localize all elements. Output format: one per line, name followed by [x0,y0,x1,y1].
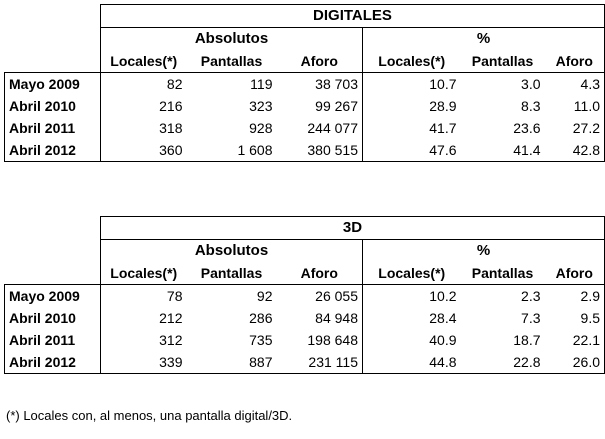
table-cell: 18.7 [513,332,541,348]
table-cell: 27.2 [544,117,605,139]
table-cell: 10.7 [429,76,457,92]
group-header-percent: % [362,239,605,262]
table-cell: 735 [249,332,273,348]
table-cell: 84 948 [276,307,363,329]
row-label: Abril 2011 [4,329,101,351]
table-cell: 360 [100,139,187,162]
table-title: DIGITALES [100,4,605,28]
table-cell: 1 608 [186,139,277,162]
row-label: Abril 2012 [4,351,101,374]
table-cell: 339 [100,351,187,374]
table-cell: 44.8 [362,351,461,374]
row-label: Abril 2012 [4,139,101,162]
column-header: Locales(*) [100,262,187,285]
table-row: Abril 2011 312 735 198 648 40.9 18.7 22.… [4,329,605,351]
table-cell: 323 [249,98,273,114]
column-header: Aforo [544,50,605,73]
table-cell: 286 [249,310,273,326]
table-row: Abril 2010 216 323 99 267 28.9 8.3 11.0 [4,95,605,117]
table-row: Abril 2012 360 1 608 380 515 47.6 41.4 4… [4,139,605,162]
table-cell: 82 [100,72,187,95]
column-header: Pantallas [186,262,277,285]
row-label: Mayo 2009 [4,284,101,307]
table-cell: 2.9 [544,284,605,307]
table-row: Abril 2011 318 928 244 077 41.7 23.6 27.… [4,117,605,139]
table-cell: 198 648 [276,329,363,351]
table-title: 3D [100,216,605,240]
table-cell: 92 [256,288,273,304]
table-cell: 42.8 [544,139,605,162]
row-label: Abril 2010 [4,95,101,117]
table-cell: 40.9 [429,332,457,348]
table-cell: 22.1 [544,329,605,351]
table-cell: 47.6 [362,139,461,162]
table-row: Mayo 2009 78 92 26 055 10.2 2.3 2.9 [4,284,605,307]
table-cell: 28.9 [429,98,457,114]
table-cell: 2.3 [521,288,541,304]
table-cell: 928 [249,120,273,136]
column-header: Locales(*) [100,50,187,73]
footnote: (*) Locales con, al menos, una pantalla … [6,408,293,423]
table-cell: 887 [186,351,277,374]
table-cell: 4.3 [544,72,605,95]
table-cell: 28.4 [429,310,457,326]
table-cell: 78 [100,284,187,307]
column-header: Pantallas [460,262,545,285]
table-digitales: DIGITALES Absolutos % Locales(*) Pantall… [4,4,605,162]
table-cell: 10.2 [429,288,457,304]
row-label: Abril 2010 [4,307,101,329]
column-header: Aforo [276,50,363,73]
table-cell: 8.3 [521,98,541,114]
table-cell: 7.3 [521,310,541,326]
table-cell: 22.8 [460,351,545,374]
column-header: Pantallas [186,50,277,73]
table-cell: 38 703 [276,72,363,95]
table-cell: 244 077 [276,117,363,139]
row-label: Abril 2011 [4,117,101,139]
table-3d: 3D Absolutos % Locales(*) Pantallas Afor… [4,216,605,374]
column-header: Pantallas [460,50,545,73]
table-cell: 380 515 [276,139,363,162]
table-cell: 212 [100,307,187,329]
table-cell: 41.4 [460,139,545,162]
table-cell: 11.0 [544,95,605,117]
table-cell: 216 [100,95,187,117]
group-header-absolutos: Absolutos [100,27,363,50]
table-cell: 231 115 [276,351,363,374]
table-cell: 119 [250,76,273,92]
table-row: Abril 2012 339 887 231 115 44.8 22.8 26.… [4,351,605,374]
table-row: Mayo 2009 82 119 38 703 10.7 3.0 4.3 [4,72,605,95]
table-cell: 318 [100,117,187,139]
table-cell: 3.0 [521,76,541,92]
group-header-percent: % [362,27,605,50]
table-cell: 26 055 [276,284,363,307]
column-header: Aforo [276,262,363,285]
column-header: Locales(*) [362,50,461,73]
column-header: Aforo [544,262,605,285]
table-cell: 26.0 [544,351,605,374]
table-row: Abril 2010 212 286 84 948 28.4 7.3 9.5 [4,307,605,329]
group-header-absolutos: Absolutos [100,239,363,262]
column-header: Locales(*) [362,262,461,285]
table-cell: 23.6 [513,120,541,136]
table-cell: 99 267 [276,95,363,117]
table-cell: 41.7 [429,120,457,136]
table-cell: 312 [100,329,187,351]
table-cell: 9.5 [544,307,605,329]
row-label: Mayo 2009 [4,72,101,95]
